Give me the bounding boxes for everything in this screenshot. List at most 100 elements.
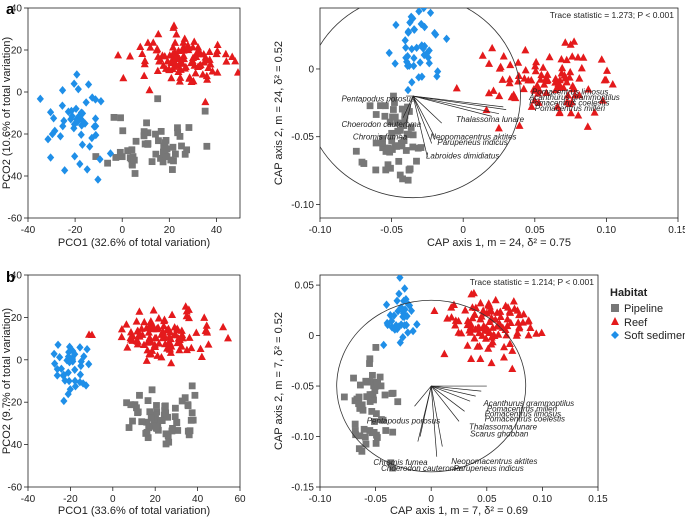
point-soft-sediment [50,114,58,123]
point-reef [470,334,479,342]
point-reef [248,38,256,45]
point-reef [175,345,184,354]
y-tick-label: -0.05 [291,132,314,143]
point-reef [574,111,583,119]
point-pipeline [352,147,360,155]
point-pipeline [370,428,378,436]
point-reef [231,57,240,65]
species-label: Parupeneus indicus [453,464,523,473]
point-pipeline [148,158,156,166]
species-vector [412,95,492,117]
point-reef [481,334,490,342]
point-soft-sediment [47,153,55,162]
point-reef [513,328,522,337]
point-pipeline [384,161,392,169]
species-vector [412,95,442,124]
point-reef [527,102,536,110]
point-reef [521,45,530,54]
point-reef [154,52,163,60]
point-pipeline [203,142,211,150]
point-pipeline [405,108,413,115]
point-reef [496,312,505,321]
point-soft-sediment [77,357,85,366]
legend-marker-reef [611,317,619,325]
point-reef [532,329,541,337]
species-vector [412,95,435,137]
point-soft-sediment [442,34,451,43]
species-vector [430,385,460,422]
point-pipeline [150,418,158,425]
point-pipeline [174,427,182,434]
point-reef [506,60,515,69]
point-soft-sediment [380,340,388,350]
point-soft-sediment [58,101,66,110]
point-soft-sediment [48,129,56,139]
point-reef [240,41,248,48]
point-reef [179,38,188,46]
point-reef [154,314,163,322]
point-pipeline [201,107,209,115]
point-pipeline [144,434,152,442]
point-soft-sediment [402,320,410,330]
point-reef [600,75,609,84]
species-label: Chromis fumea [373,458,428,467]
point-reef [452,83,461,92]
y-tick-label: -60 [8,214,23,225]
point-reef [185,333,194,341]
point-reef [449,300,458,308]
species-vector [402,95,414,118]
point-reef [499,52,508,60]
point-pipeline [163,145,171,153]
point-reef [168,64,177,73]
point-reef [158,327,167,335]
species-vector [430,385,465,412]
point-soft-sediment [404,85,412,95]
point-soft-sediment [61,166,69,175]
point-soft-sediment [408,78,416,87]
point-reef [146,43,155,51]
point-reef [169,23,178,31]
point-pipeline [144,140,152,148]
point-reef [519,309,528,318]
point-soft-sediment [391,59,399,68]
point-reef [167,73,176,82]
point-pipeline [158,417,166,424]
point-pipeline [124,147,132,155]
point-reef [463,341,472,349]
point-reef [488,337,497,346]
species-label: Pomacentrus milleri [487,404,557,413]
point-pipeline [169,143,177,151]
point-reef [213,46,222,55]
point-pipeline [366,427,374,434]
point-pipeline [92,153,100,160]
point-soft-sediment [393,296,401,305]
point-reef [498,75,507,83]
point-reef [477,312,486,320]
point-soft-sediment [399,333,407,342]
point-soft-sediment [106,149,115,158]
species-label: Chromis fumea [353,132,408,141]
point-soft-sediment [54,340,62,349]
panel-label-b: b [6,269,15,286]
point-pipeline [127,401,135,409]
point-pipeline [183,146,191,154]
point-pipeline [188,382,196,390]
point-reef [451,321,460,329]
point-soft-sediment [76,343,84,352]
point-pipeline [370,396,377,404]
point-reef [494,123,503,132]
point-pipeline [404,176,412,184]
y-tick-label: -40 [8,440,23,451]
point-pipeline [361,433,369,441]
point-reef [161,339,170,348]
point-reef [160,315,169,323]
point-pipeline [405,166,413,174]
point-reef [524,330,533,339]
point-reef [568,52,577,60]
point-pipeline [401,116,409,123]
point-reef [169,43,178,51]
point-reef [498,323,507,331]
point-soft-sediment [78,109,87,118]
